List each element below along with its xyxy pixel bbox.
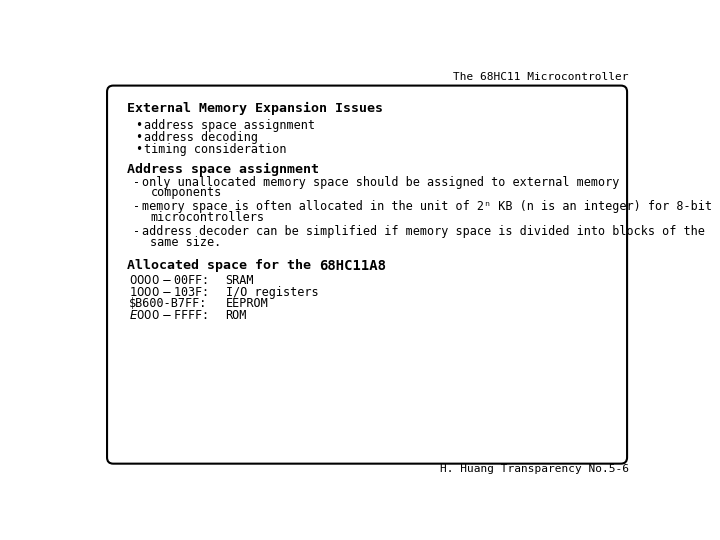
Text: H. Huang Transparency No.5-6: H. Huang Transparency No.5-6 [440,464,629,475]
Text: •: • [135,131,142,144]
Text: components: components [150,186,222,199]
Text: $E000-$FFFF:: $E000-$FFFF: [129,309,207,322]
Text: same size.: same size. [150,236,222,249]
FancyBboxPatch shape [107,85,627,464]
Text: I/O registers: I/O registers [225,286,318,299]
Text: Allocated space for the: Allocated space for the [127,259,319,272]
Text: ROM: ROM [225,309,247,322]
Text: -: - [132,225,140,238]
Text: -: - [132,176,140,188]
Text: SRAM: SRAM [225,274,254,287]
Text: $1000-$103F:: $1000-$103F: [129,286,207,299]
Text: only unallocated memory space should be assigned to external memory: only unallocated memory space should be … [142,176,619,188]
Text: microcontrollers: microcontrollers [150,211,264,224]
Text: $0000-$00FF:: $0000-$00FF: [129,274,207,287]
Text: The 68HC11 Microcontroller: The 68HC11 Microcontroller [453,72,629,83]
Text: -: - [132,200,140,213]
Text: •: • [135,143,142,157]
Text: •: • [135,119,142,132]
Text: Address space assignment: Address space assignment [127,164,319,177]
Text: address decoder can be simplified if memory space is divided into blocks of the: address decoder can be simplified if mem… [142,225,705,238]
Text: 68HC11A8: 68HC11A8 [319,259,386,273]
Text: $B600-B7FF:: $B600-B7FF: [129,298,207,310]
Text: timing consideration: timing consideration [144,143,287,157]
Text: address decoding: address decoding [144,131,258,144]
Text: EEPROM: EEPROM [225,298,269,310]
Text: memory space is often allocated in the unit of 2ⁿ KB (n is an integer) for 8-bit: memory space is often allocated in the u… [142,200,712,213]
Text: External Memory Expansion Issues: External Memory Expansion Issues [127,102,383,115]
Text: address space assignment: address space assignment [144,119,315,132]
